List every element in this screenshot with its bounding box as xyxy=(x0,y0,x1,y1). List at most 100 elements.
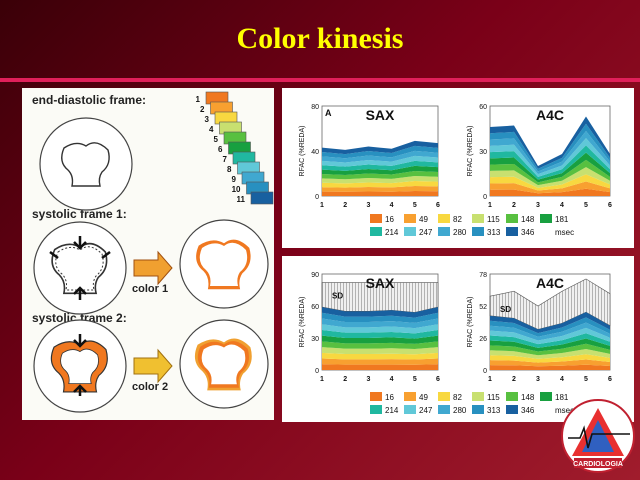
legend-label: 115 xyxy=(487,215,500,224)
y-tick-label: 0 xyxy=(315,368,319,375)
diagram-svg: end-diastolic frame: systolic frame 1: s… xyxy=(32,91,274,413)
legend-swatch xyxy=(438,392,450,401)
legend-swatch xyxy=(506,227,518,236)
legend-label: 16 xyxy=(385,215,394,224)
chart-title: A4C xyxy=(536,107,564,123)
x-tick-label: 4 xyxy=(560,202,564,209)
area-layer xyxy=(490,174,610,191)
y-tick-label: 0 xyxy=(483,194,487,201)
legend-top: 16 49 82 115 148 181 214 247 280 313 346 msec xyxy=(370,214,574,237)
chart-sax-top: 1 2 3 4 5 6 0 40 80 RFAC (%REDA) SAX A xyxy=(299,104,440,209)
legend-swatch xyxy=(404,392,416,401)
y-tick-label: 60 xyxy=(311,304,319,311)
legend-label: 313 xyxy=(487,228,501,237)
swatch-number: 3 xyxy=(205,115,210,124)
x-tick-label: 1 xyxy=(488,202,492,209)
color-kinesis-diagram: end-diastolic frame: systolic frame 1: s… xyxy=(22,88,274,420)
y-tick-label: 26 xyxy=(479,336,487,343)
x-tick-label: 6 xyxy=(608,376,612,383)
area-layer xyxy=(322,145,438,159)
legend-label: 49 xyxy=(419,215,428,224)
area-layer xyxy=(490,327,610,345)
area-layer xyxy=(490,123,610,172)
area-layer xyxy=(490,138,610,177)
legend-label: 214 xyxy=(385,228,399,237)
end-diastolic-label: end-diastolic frame: xyxy=(32,93,146,107)
x-tick-label: 3 xyxy=(536,376,540,383)
legend-unit: msec xyxy=(555,406,574,415)
area-layer xyxy=(322,352,438,360)
legend-label: 181 xyxy=(555,393,569,402)
y-axis-label: RFAC (%REDA) xyxy=(299,297,306,348)
legend-label: 214 xyxy=(385,406,399,415)
swatch-number: 5 xyxy=(214,135,219,144)
accent-line xyxy=(0,78,640,82)
legend-swatch xyxy=(404,214,416,223)
legend-label: 280 xyxy=(453,228,467,237)
y-tick-label: 90 xyxy=(311,272,319,279)
swatch-number: 6 xyxy=(218,145,223,154)
x-tick-label: 5 xyxy=(584,376,588,383)
legend-label: 313 xyxy=(487,406,501,415)
area-layer xyxy=(322,180,438,188)
legend-label: 280 xyxy=(453,406,467,415)
end-diastolic-frame xyxy=(39,117,133,211)
swatch-number: 8 xyxy=(227,165,232,174)
x-tick-label: 4 xyxy=(390,376,394,383)
legend-label: 148 xyxy=(521,215,535,224)
area-layer xyxy=(490,317,610,337)
x-tick-label: 6 xyxy=(608,202,612,209)
x-tick-label: 5 xyxy=(584,202,588,209)
x-tick-label: 4 xyxy=(390,202,394,209)
legend-bottom: 16 49 82 115 148 181 214 247 280 313 346 msec xyxy=(370,392,574,415)
area-layer xyxy=(490,188,610,196)
sd-label: SD xyxy=(500,305,511,314)
area-layer xyxy=(490,167,610,188)
area-layer xyxy=(322,150,438,163)
legend-swatch xyxy=(472,214,484,223)
area-layer xyxy=(322,175,438,184)
legend-swatch xyxy=(472,227,484,236)
area-layer xyxy=(322,335,438,344)
color2-frame xyxy=(179,319,269,409)
x-tick-label: 4 xyxy=(560,376,564,383)
x-tick-label: 5 xyxy=(413,376,417,383)
legend-label: 115 xyxy=(487,393,500,402)
systolic2-label: systolic frame 2: xyxy=(32,311,127,325)
legend-swatch xyxy=(438,227,450,236)
area-layer xyxy=(322,140,438,155)
legend-swatch xyxy=(370,392,382,401)
area-layer xyxy=(322,341,438,350)
arrow-color-2 xyxy=(133,348,173,384)
logo-text: CARDIOLOGIA xyxy=(573,461,623,468)
legend-label: 346 xyxy=(521,406,535,415)
y-tick-label: 30 xyxy=(479,149,487,156)
x-tick-label: 3 xyxy=(536,202,540,209)
area-layer xyxy=(490,343,610,356)
area-layer xyxy=(322,155,438,167)
area-layer xyxy=(322,347,438,355)
area-layer xyxy=(490,312,610,334)
swatch-11 xyxy=(250,191,274,205)
area-layer xyxy=(322,165,438,176)
cardiologia-logo: CARDIOLOGIA xyxy=(560,398,636,474)
area-layer xyxy=(490,359,610,367)
legend-label: 16 xyxy=(385,393,394,402)
x-tick-label: 1 xyxy=(320,202,324,209)
y-tick-label: 30 xyxy=(311,336,319,343)
legend-label: 247 xyxy=(419,228,433,237)
chart-title: SAX xyxy=(366,107,395,123)
x-tick-label: 5 xyxy=(413,202,417,209)
area-layer xyxy=(322,324,438,334)
area-layer xyxy=(490,333,610,348)
area-layer xyxy=(490,116,610,169)
area-layer xyxy=(490,130,610,175)
chart-title: SAX xyxy=(366,275,395,291)
color1-label: color 1 xyxy=(132,283,168,295)
area-layer xyxy=(322,312,438,323)
legend-swatch xyxy=(472,392,484,401)
y-tick-label: 80 xyxy=(311,104,319,111)
